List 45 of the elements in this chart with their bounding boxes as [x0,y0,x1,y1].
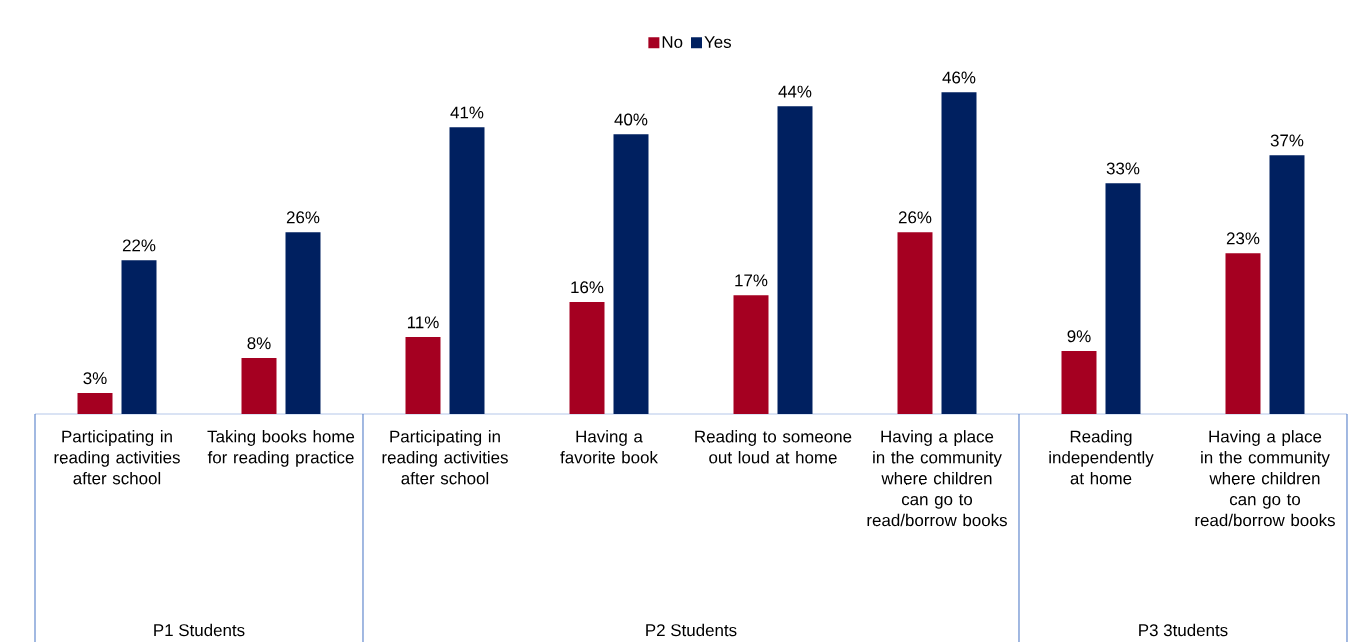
data-label: 37% [1270,134,1304,147]
bar [777,106,813,414]
bar [613,134,649,414]
data-label: 16% [571,281,604,294]
data-label: 41% [450,106,484,119]
bar [1105,183,1141,414]
data-label: 8% [247,336,271,349]
data-label: 40% [614,113,648,126]
bar [1225,252,1261,414]
text: P1 Students [154,623,245,636]
bar [733,294,769,414]
data-label: 33% [1106,162,1140,175]
bar [569,301,605,414]
text: P3 3tudents [1139,623,1228,636]
x-tick-label: Taking books home for reading practice [207,429,355,467]
data-label: 44% [778,85,812,98]
data-label: 26% [286,211,320,224]
data-label: 17% [735,274,768,287]
x-tick-label: Having a place in the community where children can go to read/borrow books [867,429,1007,526]
data-label: 11% [407,316,439,328]
data-label: 23% [1226,232,1260,245]
x-tick-label: Having a place in the community where children can go to read/borrow books [1195,429,1335,526]
x-tick-label: Having a favorite book [560,429,658,464]
x-tick-label: Participating in reading activities after school [54,429,180,485]
legend-label: Yes [704,35,732,48]
bar [77,392,113,414]
bar [449,127,485,414]
x-tick-label: Reading independently at home [1049,429,1154,485]
bar [405,336,441,414]
text: P2 Students [646,623,737,636]
x-tick-label: Participating in reading activities after school [382,429,508,485]
data-label: 9% [1067,329,1091,342]
data-label: 22% [122,239,156,252]
bar [941,92,977,414]
data-label: 3% [83,371,107,384]
bar [1061,350,1097,414]
legend-label: No [662,35,683,48]
bar [241,357,277,414]
bar [897,231,933,414]
data-label: 26% [898,211,932,224]
x-tick-label: Reading to someone out loud at home [695,429,852,464]
data-label: 46% [942,71,976,84]
bar [285,231,321,414]
bar [1269,155,1305,414]
bar [121,259,157,414]
